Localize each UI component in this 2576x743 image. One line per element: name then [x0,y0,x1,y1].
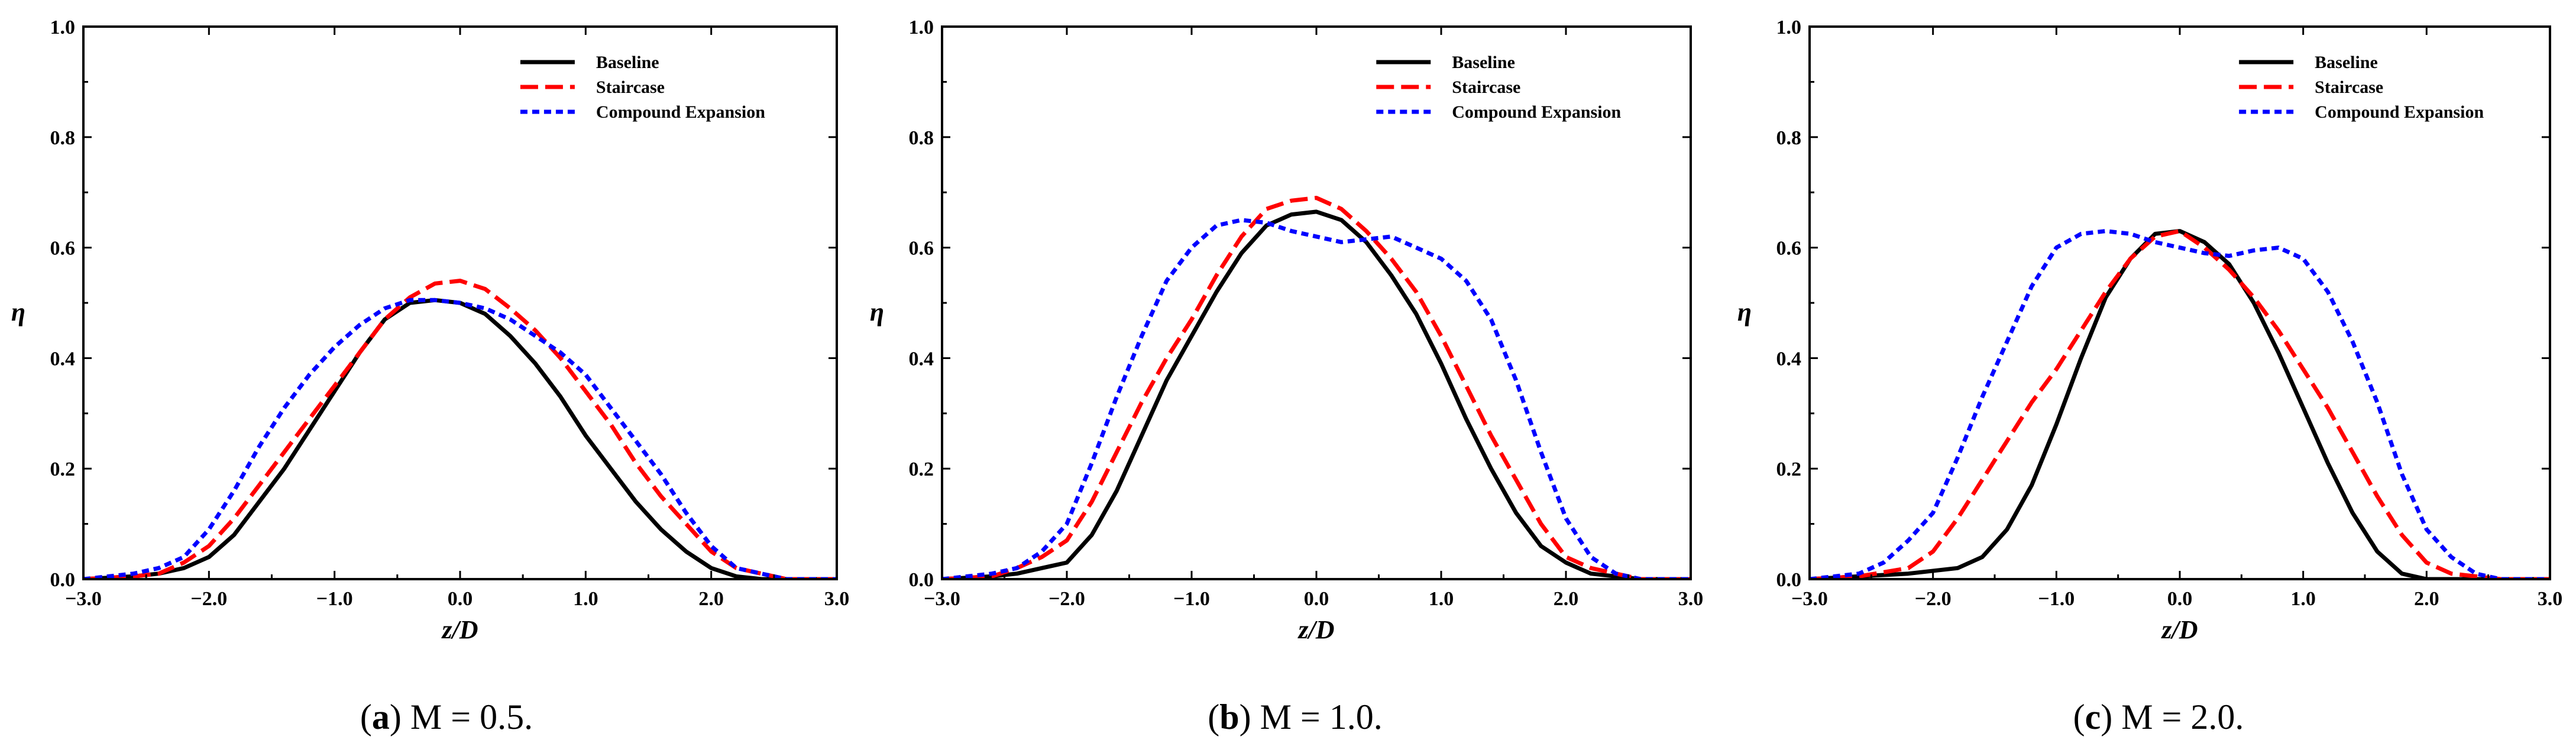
x-tick-label: −2.0 [190,588,227,610]
x-tick-label: −3.0 [924,588,960,610]
series-line-baseline [1810,229,2550,579]
y-tick-label: 0.8 [50,127,76,149]
x-tick-label: 2.0 [1554,588,1579,610]
y-tick-label: 0.6 [909,238,934,260]
series-line-baseline [83,298,837,579]
y-tick-label: 0.2 [50,458,76,480]
x-axis-label: z/D [2160,615,2198,644]
x-tick-label: 1.0 [2290,588,2316,610]
legend-label: Baseline [2315,53,2378,72]
y-tick-label: 1.0 [1776,17,1802,38]
series-group [942,196,1691,579]
series-line-staircase [942,196,1691,579]
panel-caption: (a) M = 0.5. [360,697,533,736]
x-tick-label: −3.0 [1791,588,1828,610]
chart-panel-b: −3.0 −2.0 −1.0 0.0 1.0 2.0 3.0 0.0 0.2 0.4 0.6 0.8 1… [870,17,1703,736]
y-tick-label: 0.6 [1776,238,1802,260]
chart-panel-c: −3.0 −2.0 −1.0 0.0 1.0 2.0 3.0 0.0 0.2 0.4 0.6 0.8 1… [1737,17,2562,736]
chart-panel-a: −3.0 −2.0 −1.0 0.0 1.0 2.0 3.0 0.0 0.2 0.4 0.6 0.8 1… [11,17,849,736]
x-tick-label: 1.0 [1429,588,1454,610]
legend-label: Staircase [1452,77,1520,97]
x-axis-label: z/D [441,615,478,644]
y-tick-label: 0.2 [909,458,934,480]
series-line-baseline [942,209,1691,579]
x-tick-label: −1.0 [316,588,353,610]
panel-caption: (b) M = 1.0. [1208,697,1383,736]
x-tick-label: 3.0 [2538,588,2563,610]
y-tick-label: 0.0 [50,569,76,591]
legend-label: Baseline [1452,53,1515,72]
panel-caption: (c) M = 2.0. [2073,697,2244,736]
x-axis-label: z/D [1297,615,1334,644]
series-line-compound-expansion [942,218,1691,579]
y-tick-label: 1.0 [909,17,934,38]
x-tick-label: −1.0 [2038,588,2075,610]
caption-letter: b [1219,697,1239,736]
y-tick-label: 0.6 [50,238,76,260]
y-tick-label: 0.0 [909,569,934,591]
y-axis-label: η [1737,298,1752,327]
x-tick-label: 2.0 [698,588,724,610]
y-tick-label: 0.2 [1776,458,1802,480]
x-tick-label: 3.0 [824,588,850,610]
x-tick-label: −1.0 [1173,588,1210,610]
x-tick-label: 2.0 [2414,588,2439,610]
y-axis-label: η [11,298,25,327]
series-group [83,279,837,579]
x-tick-label: −2.0 [1048,588,1085,610]
x-tick-label: 0.0 [448,588,473,610]
x-tick-label: −2.0 [1915,588,1952,610]
x-tick-label: −3.0 [65,588,102,610]
series-line-compound-expansion [83,298,837,579]
x-tick-label: 3.0 [1678,588,1704,610]
series-line-staircase [83,279,837,579]
x-tick-label: 0.0 [1304,588,1329,610]
legend-label: Compound Expansion [596,102,765,122]
y-tick-label: 0.4 [50,348,76,370]
caption-letter: c [2085,697,2101,736]
y-tick-label: 1.0 [50,17,76,38]
series-line-staircase [1810,229,2550,579]
y-tick-label: 0.4 [1776,348,1802,370]
x-tick-label: 1.0 [573,588,598,610]
x-tick-label: 0.0 [2167,588,2193,610]
series-group [1810,229,2550,579]
series-line-compound-expansion [1810,229,2550,579]
y-tick-label: 0.4 [909,348,934,370]
legend-label: Compound Expansion [1452,102,1621,122]
legend-label: Staircase [596,77,665,97]
legend-label: Baseline [596,53,659,72]
caption-letter: a [372,697,390,736]
y-tick-label: 0.0 [1776,569,1802,591]
legend-label: Compound Expansion [2315,102,2484,122]
y-axis-label: η [870,298,884,327]
legend-label: Staircase [2315,77,2383,97]
y-tick-label: 0.8 [909,127,934,149]
y-tick-label: 0.8 [1776,127,1802,149]
